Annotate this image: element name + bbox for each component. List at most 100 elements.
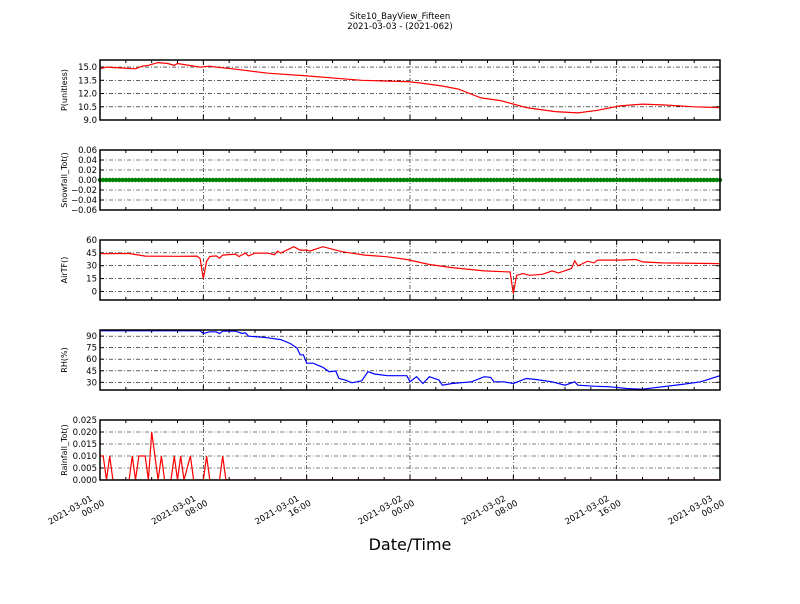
series-marker xyxy=(249,177,254,183)
series-marker xyxy=(488,177,493,183)
series-marker xyxy=(220,177,225,183)
series-marker xyxy=(543,177,548,183)
series-marker xyxy=(572,177,577,183)
y-tick-label: 0.005 xyxy=(73,464,97,474)
y-axis-label: Snowfall_Tot() xyxy=(60,152,69,208)
series-marker xyxy=(369,177,374,183)
series-marker xyxy=(704,177,710,183)
y-tick-label: 0.02 xyxy=(78,166,97,176)
series-marker xyxy=(562,177,568,183)
series-marker xyxy=(359,177,364,183)
series-marker xyxy=(649,177,655,183)
series-marker xyxy=(204,177,209,183)
series-marker xyxy=(485,177,490,183)
series-marker xyxy=(682,177,687,183)
y-tick-label: 0.06 xyxy=(78,146,97,156)
series-marker xyxy=(236,177,242,183)
series-marker xyxy=(217,177,222,183)
series-marker xyxy=(604,177,610,183)
series-marker xyxy=(259,177,264,183)
series-marker xyxy=(178,177,183,183)
axes-frame xyxy=(99,239,721,301)
series-marker xyxy=(559,177,564,183)
series-marker xyxy=(456,177,461,183)
series-marker xyxy=(152,177,158,183)
x-axis-label: Date/Time xyxy=(369,535,452,554)
series-marker xyxy=(446,177,451,183)
series-marker xyxy=(620,177,626,183)
series-line xyxy=(100,431,720,480)
series-marker xyxy=(417,177,422,183)
series-marker xyxy=(281,177,287,183)
series-line xyxy=(100,61,720,114)
series-marker xyxy=(691,177,697,183)
series-marker xyxy=(104,177,109,183)
series-marker xyxy=(637,177,642,183)
series-marker xyxy=(352,177,358,183)
series-marker xyxy=(285,177,290,183)
series-marker xyxy=(310,177,316,183)
y-tick-label: 10.5 xyxy=(78,103,97,113)
series-marker xyxy=(356,177,361,183)
series-marker xyxy=(401,177,406,183)
y-tick-label: −0.06 xyxy=(71,206,97,216)
series-marker xyxy=(501,177,506,183)
axes-frame xyxy=(99,329,721,391)
series-marker xyxy=(143,177,148,183)
series-marker xyxy=(653,177,658,183)
y-tick-label: 0.015 xyxy=(73,440,97,450)
series-marker xyxy=(624,177,629,183)
series-marker xyxy=(262,177,267,183)
y-axis-label: RH(%) xyxy=(60,347,69,372)
subplot-2: 0 15 30 45 60 AirTF() xyxy=(60,236,721,301)
series-marker xyxy=(314,177,319,183)
series-marker xyxy=(459,177,464,183)
series-marker xyxy=(362,177,367,183)
series-marker xyxy=(627,177,632,183)
series-marker xyxy=(643,177,648,183)
series-marker xyxy=(672,177,677,183)
series-marker xyxy=(695,177,700,183)
series-marker xyxy=(530,177,535,183)
series-marker xyxy=(469,177,474,183)
series-marker xyxy=(101,177,106,183)
series-marker xyxy=(288,177,293,183)
series-marker xyxy=(349,177,355,183)
series-marker xyxy=(184,177,190,183)
series-marker xyxy=(617,177,623,183)
series-marker xyxy=(233,177,238,183)
chart-subtitle: 2021-03-03 - (2021-062) xyxy=(347,22,452,32)
series-marker xyxy=(685,177,690,183)
series-marker xyxy=(449,177,455,183)
y-tick-label: 90 xyxy=(86,332,97,342)
series-marker xyxy=(136,177,141,183)
series-marker xyxy=(265,177,271,183)
series-marker xyxy=(246,177,251,183)
series-marker xyxy=(149,177,154,183)
y-tick-label: 30 xyxy=(86,262,97,272)
y-tick-label: −0.04 xyxy=(71,196,97,206)
series-marker xyxy=(433,177,439,183)
series-marker xyxy=(372,177,377,183)
y-tick-label: 0.010 xyxy=(73,452,97,462)
series-marker xyxy=(317,177,322,183)
series-marker xyxy=(556,177,561,183)
series-line xyxy=(100,246,720,294)
series-marker xyxy=(482,177,487,183)
series-marker xyxy=(330,177,335,183)
series-marker xyxy=(214,177,219,183)
series-marker xyxy=(194,177,200,183)
series-marker xyxy=(591,177,597,183)
series-marker xyxy=(159,177,164,183)
series-marker xyxy=(201,177,206,183)
series-marker xyxy=(498,177,503,183)
series-marker xyxy=(243,177,248,183)
y-tick-label: 15 xyxy=(86,275,97,285)
y-tick-label: 12.0 xyxy=(78,90,97,100)
series-marker xyxy=(223,177,229,183)
series-marker xyxy=(411,177,416,183)
series-marker xyxy=(569,177,574,183)
